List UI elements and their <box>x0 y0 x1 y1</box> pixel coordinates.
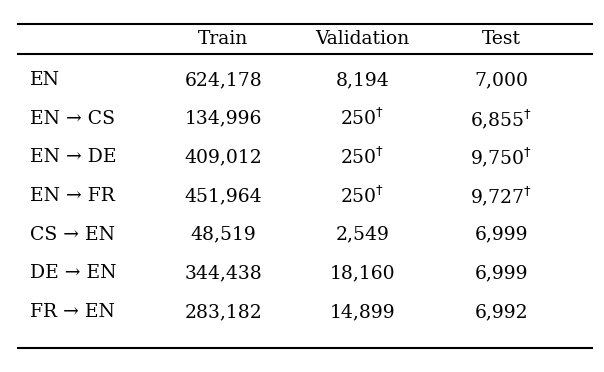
Text: 48,519: 48,519 <box>191 226 256 244</box>
Text: 6,999: 6,999 <box>475 226 528 244</box>
Text: 2,549: 2,549 <box>335 226 390 244</box>
Text: Test: Test <box>482 30 521 48</box>
Text: DE → EN: DE → EN <box>30 264 117 282</box>
Text: EN → FR: EN → FR <box>30 187 115 205</box>
Text: 14,899: 14,899 <box>330 303 395 321</box>
Text: FR → EN: FR → EN <box>30 303 115 321</box>
Text: 6,999: 6,999 <box>475 264 528 282</box>
Text: CS → EN: CS → EN <box>30 226 115 244</box>
Text: 283,182: 283,182 <box>185 303 262 321</box>
Text: 6,855$^{\dag}$: 6,855$^{\dag}$ <box>471 107 532 131</box>
Text: 409,012: 409,012 <box>185 148 262 166</box>
Text: EN: EN <box>30 71 60 89</box>
Text: 7,000: 7,000 <box>474 71 528 89</box>
Text: 9,727$^{\dag}$: 9,727$^{\dag}$ <box>471 184 532 208</box>
Text: 18,160: 18,160 <box>330 264 395 282</box>
Text: 451,964: 451,964 <box>185 187 262 205</box>
Text: 8,194: 8,194 <box>336 71 389 89</box>
Text: 344,438: 344,438 <box>185 264 262 282</box>
Text: Train: Train <box>198 30 249 48</box>
Text: 6,992: 6,992 <box>475 303 528 321</box>
Text: 9,750$^{\dag}$: 9,750$^{\dag}$ <box>471 145 532 169</box>
Text: 250$^{\dag}$: 250$^{\dag}$ <box>340 185 385 207</box>
Text: 134,996: 134,996 <box>185 110 262 128</box>
Text: EN → DE: EN → DE <box>30 148 117 166</box>
Text: 250$^{\dag}$: 250$^{\dag}$ <box>340 108 385 129</box>
Text: EN → CS: EN → CS <box>30 110 115 128</box>
Text: 250$^{\dag}$: 250$^{\dag}$ <box>340 147 385 168</box>
Text: 624,178: 624,178 <box>185 71 262 89</box>
Text: Validation: Validation <box>315 30 410 48</box>
